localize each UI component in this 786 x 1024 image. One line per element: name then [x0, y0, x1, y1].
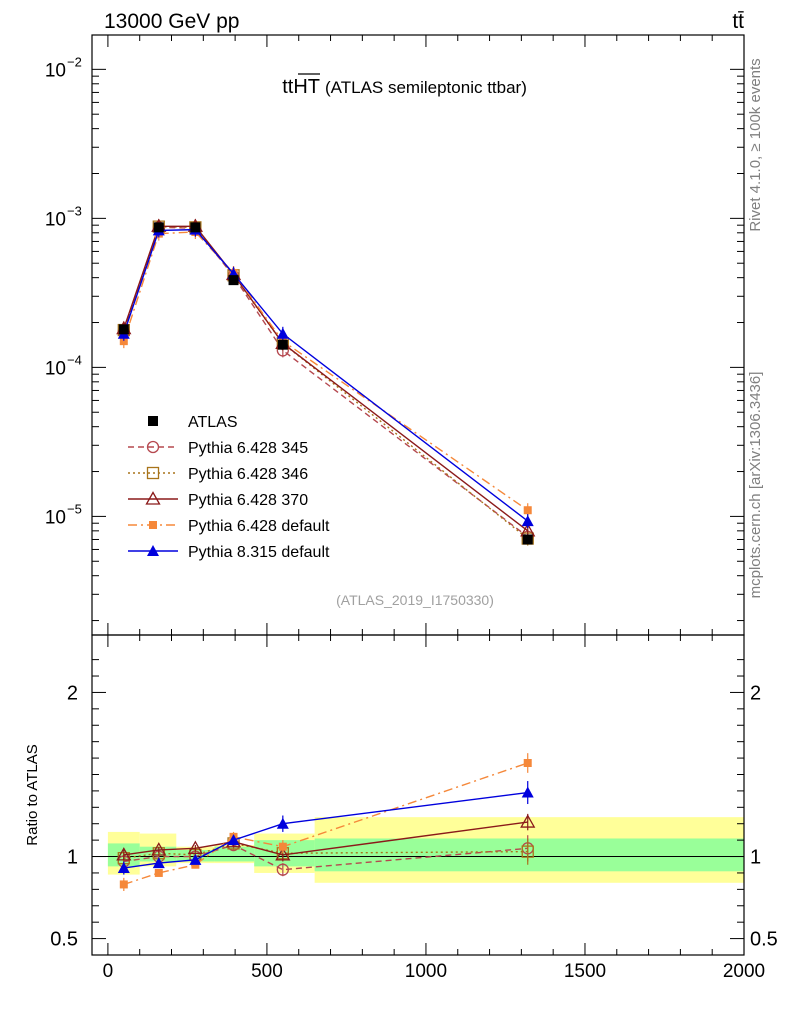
legend-label: Pythia 6.428 346	[188, 466, 308, 483]
series-line	[123, 231, 529, 511]
energy-label: 13000 GeV pp	[104, 10, 239, 33]
ratio-band-inner	[314, 838, 744, 872]
y-tick-exponent: −3	[67, 203, 82, 218]
ratio-y-tick-label: 2	[67, 682, 78, 704]
mcplots-source-label: mcplots.cern.ch [arXiv:1306.3436]	[747, 372, 764, 599]
y-tick-label: 10	[45, 358, 66, 379]
ratio-y-tick-label: 1	[67, 847, 78, 869]
legend-label: Pythia 6.428 370	[188, 492, 308, 509]
ratio-point	[521, 845, 534, 858]
y-tick-label: 10	[45, 209, 66, 230]
ratio-y-tick-label: 0.5	[50, 929, 78, 951]
ratio-point	[154, 868, 163, 877]
y-tick-exponent: −4	[67, 352, 82, 367]
y-tick-exponent: −2	[67, 54, 82, 69]
ratio-point	[116, 847, 132, 861]
ratio-y-tick-label-right: 2	[750, 682, 761, 704]
series-point	[521, 515, 534, 527]
ratio-series-line	[123, 762, 528, 886]
legend-label: ATLAS	[188, 414, 238, 431]
plot-title-sub: (ATLAS semileptonic ttbar)	[325, 78, 527, 97]
series-point	[523, 506, 532, 515]
x-tick-label: 500	[251, 961, 283, 982]
rivet-version-label: Rivet 4.1.0, ≥ 100k events	[747, 58, 764, 231]
legend-marker	[145, 491, 161, 505]
legend-label: Pythia 6.428 345	[188, 440, 308, 457]
atlas-data-point	[522, 534, 533, 545]
ratio-point	[152, 857, 165, 869]
ratio-frame	[91, 634, 745, 956]
analysis-id-label: (ATLAS_2019_I1750330)	[336, 592, 494, 608]
ratio-point	[187, 840, 203, 854]
ratio-point	[119, 880, 128, 889]
ratio-axis-label: Ratio to ATLAS	[24, 744, 41, 845]
plot-title-main: ttHT	[282, 76, 320, 98]
series-line	[123, 225, 529, 532]
ratio-point	[276, 817, 289, 829]
ratio-point	[189, 853, 202, 865]
legend: ATLAS Pythia 6.428 345 Pythia 6.428 346 Pyt…	[128, 414, 330, 561]
series-point	[119, 337, 128, 346]
ratio-series-line	[123, 821, 528, 856]
y-tick-exponent: −5	[67, 501, 82, 516]
legend-marker	[146, 466, 160, 480]
atlas-data-point	[190, 222, 201, 233]
legend-label: Pythia 8.315 default	[188, 544, 330, 561]
ratio-point	[151, 842, 167, 856]
ratio-y-tick-label-right: 0.5	[750, 929, 778, 951]
ratio-point	[278, 842, 287, 851]
legend-marker	[147, 545, 159, 556]
ratio-panel: 0 500 1000 1500 2000 2 2 1 1 0.5 0.5	[50, 634, 778, 982]
ratio-point	[520, 814, 536, 828]
ratio-y-tick-label-right: 1	[750, 847, 761, 869]
ratio-point	[276, 863, 289, 876]
legend-label: Pythia 6.428 default	[188, 518, 330, 535]
process-label: tt̄	[732, 10, 744, 33]
legend-marker	[149, 521, 157, 529]
atlas-data-point	[153, 222, 164, 233]
atlas-data-point	[277, 339, 288, 350]
main-panel: 10−210−310−410−5	[45, 34, 745, 955]
y-tick-label: 10	[45, 60, 66, 81]
atlas-data-point	[118, 324, 129, 335]
ratio-point	[521, 786, 534, 798]
x-tick-label: 1500	[564, 961, 606, 982]
ratio-point	[275, 847, 291, 861]
series-line	[123, 228, 529, 522]
series-point	[276, 327, 289, 339]
ratio-point	[117, 862, 130, 874]
ratio-point	[523, 759, 532, 767]
ratio-series-line	[123, 842, 528, 859]
ratio-series-line	[123, 791, 528, 869]
x-tick-label: 2000	[723, 961, 765, 982]
atlas-data-point	[228, 275, 239, 286]
x-tick-label: 0	[103, 961, 114, 982]
y-tick-label: 10	[45, 507, 66, 528]
ratio-point	[227, 834, 240, 846]
legend-marker	[148, 416, 158, 426]
x-tick-label: 1000	[405, 961, 447, 982]
legend-marker	[146, 440, 160, 454]
